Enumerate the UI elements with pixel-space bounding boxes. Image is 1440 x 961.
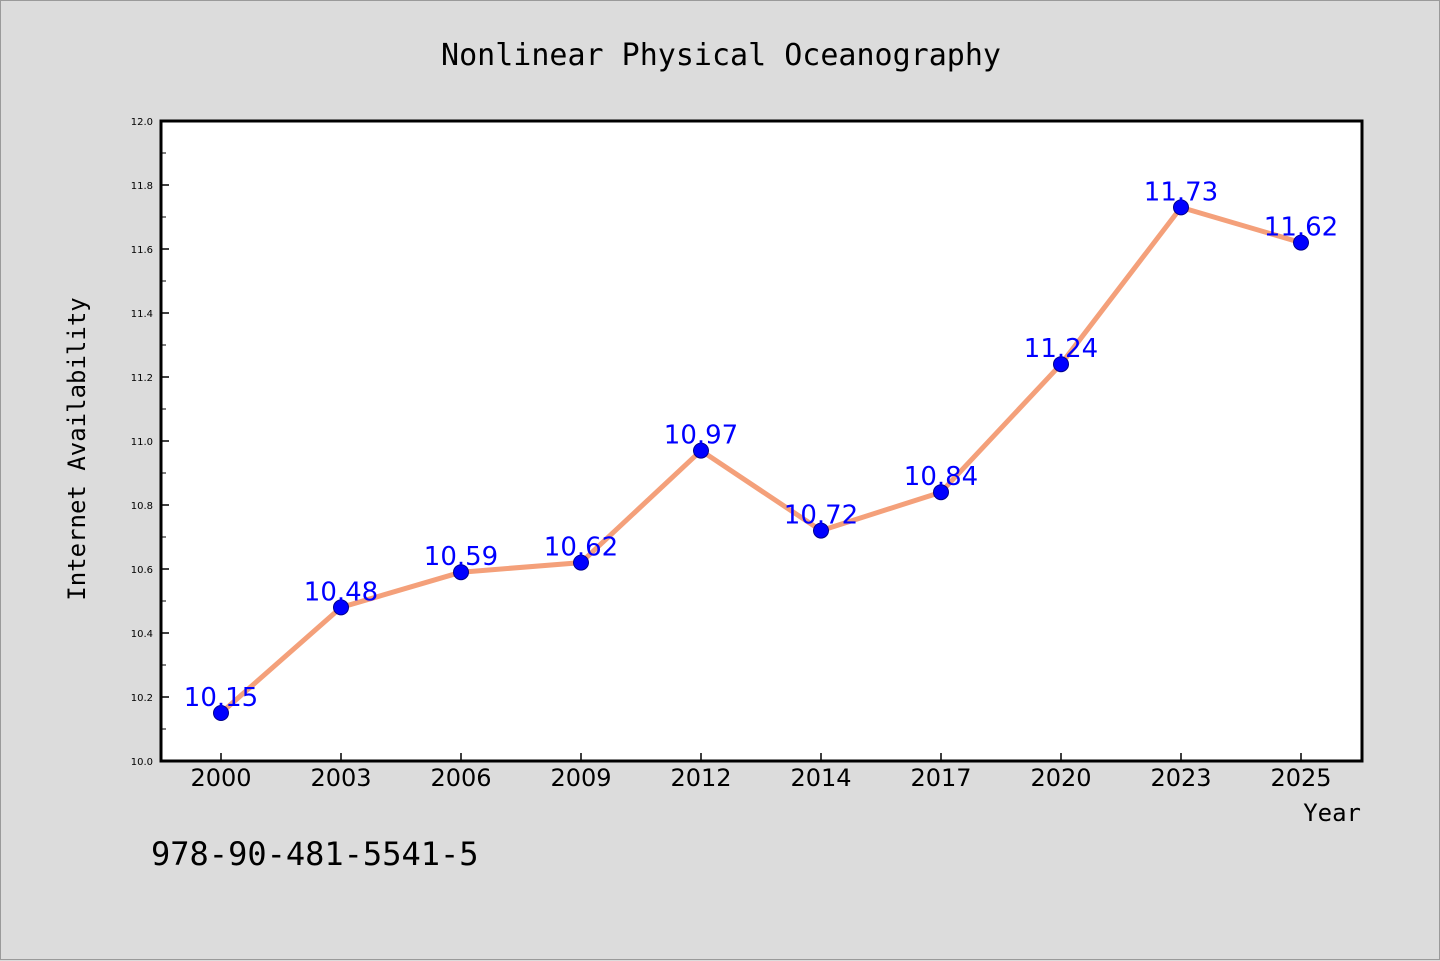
y-axis: 10.0 10.2 10.4 10.6 10.8 11.0 11.2 11.4 11.6 11.8… <box>131 117 169 768</box>
data-point <box>933 484 949 501</box>
data-label: 10.62 <box>544 533 618 563</box>
footnote-isbn: 978-90-481-5541-5 <box>151 835 479 873</box>
y-tick-label: 10.4 <box>131 629 153 640</box>
x-tick-label: 2014 <box>790 764 851 792</box>
data-point <box>453 564 469 581</box>
x-tick-label: 2000 <box>190 764 251 792</box>
y-tick-label: 10.0 <box>131 757 153 768</box>
data-label: 10.59 <box>424 542 498 572</box>
data-point <box>1053 356 1069 373</box>
y-tick-label: 12.0 <box>131 117 153 128</box>
y-tick-label: 10.8 <box>131 501 153 512</box>
plot-area <box>159 119 1364 763</box>
chart-title: Nonlinear Physical Oceanography <box>441 38 1001 73</box>
x-tick-label: 2012 <box>670 764 731 792</box>
data-label: 10.15 <box>184 683 258 713</box>
x-tick-label: 2023 <box>1150 764 1211 792</box>
data-label: 11.24 <box>1024 334 1098 364</box>
data-point <box>813 522 829 539</box>
data-point <box>213 705 229 721</box>
data-label: 11.62 <box>1264 213 1338 243</box>
data-point <box>693 442 709 459</box>
x-tick-label: 2020 <box>1030 764 1091 792</box>
y-tick-label: 11.0 <box>131 437 153 448</box>
x-tick-label: 2017 <box>910 764 971 792</box>
data-label: 10.72 <box>784 501 858 531</box>
series-layer: 10.15 10.48 10.59 10.62 10.97 10.72 10.84 11.24… <box>184 177 1338 721</box>
data-label: 10.97 <box>664 421 738 451</box>
y-tick-label: 10.2 <box>131 693 153 704</box>
data-point <box>1293 234 1309 251</box>
x-axis: 2000 2003 2006 2009 2012 2014 2017 2020 2023 2025 <box>190 753 1332 792</box>
x-tick-label: 2009 <box>550 764 611 792</box>
data-point <box>333 599 349 616</box>
data-label: 11.73 <box>1144 177 1218 207</box>
y-axis-label: Internet Availability <box>63 297 91 600</box>
y-tick-label: 10.6 <box>131 565 153 576</box>
y-tick-label: 11.8 <box>131 181 153 192</box>
y-tick-label: 11.4 <box>131 309 153 320</box>
x-tick-label: 2025 <box>1270 764 1331 792</box>
x-tick-label: 2006 <box>430 764 491 792</box>
data-label: 10.48 <box>304 577 378 607</box>
y-tick-label: 11.2 <box>131 373 153 384</box>
y-tick-label: 11.6 <box>131 245 153 256</box>
data-point <box>573 554 589 571</box>
data-point <box>1173 199 1189 216</box>
data-label: 10.84 <box>904 462 978 492</box>
series-line <box>218 204 1304 716</box>
x-axis-label: Year <box>1303 799 1361 827</box>
x-tick-label: 2003 <box>310 764 371 792</box>
